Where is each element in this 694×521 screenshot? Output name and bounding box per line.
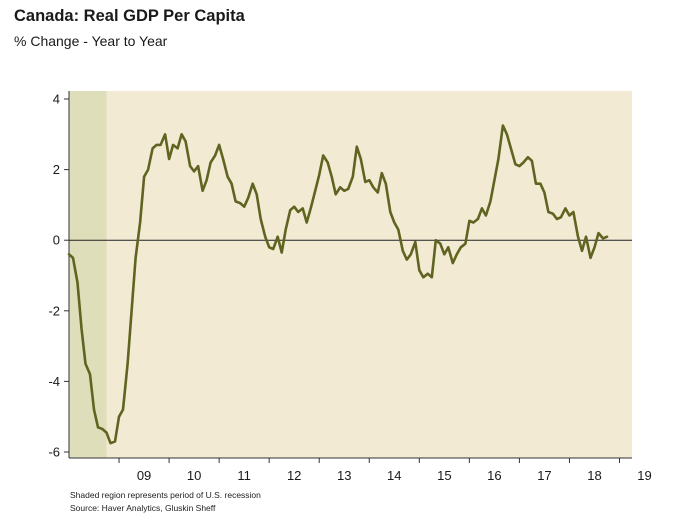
recession-footnote: Shaded region represents period of U.S. … [70,490,261,500]
x-tick-label: 15 [437,468,451,483]
x-tick-label: 16 [487,468,501,483]
x-tick-label: 09 [137,468,151,483]
x-tick-label: 11 [237,468,251,483]
x-tick-label: 17 [537,468,551,483]
y-axis: -6 -4 -2 0 2 4 [48,91,70,460]
x-tick-label: 19 [637,468,651,483]
recession-shade [69,91,107,458]
y-tick-label: -4 [48,374,60,389]
x-tick-label: 13 [337,468,351,483]
y-tick-label: 0 [53,233,60,248]
x-tick-label: 12 [287,468,301,483]
source-footnote: Source: Haver Analytics, Gluskin Sheff [70,503,216,513]
x-tick-label: 18 [587,468,601,483]
y-tick-label: -6 [48,445,60,460]
x-tick-label: 14 [387,468,401,483]
y-tick-label: 4 [53,92,60,107]
chart-title: Canada: Real GDP Per Capita [14,7,245,25]
chart-subtitle: % Change - Year to Year [14,33,168,49]
plot-background [69,91,632,458]
y-tick-label: 2 [53,162,60,177]
x-axis: 09 10 11 12 13 14 15 16 17 18 19 [69,457,652,483]
y-tick-label: -2 [48,303,60,318]
series-line [67,124,609,445]
x-tick-label: 10 [187,468,201,483]
series-layer [67,124,609,445]
